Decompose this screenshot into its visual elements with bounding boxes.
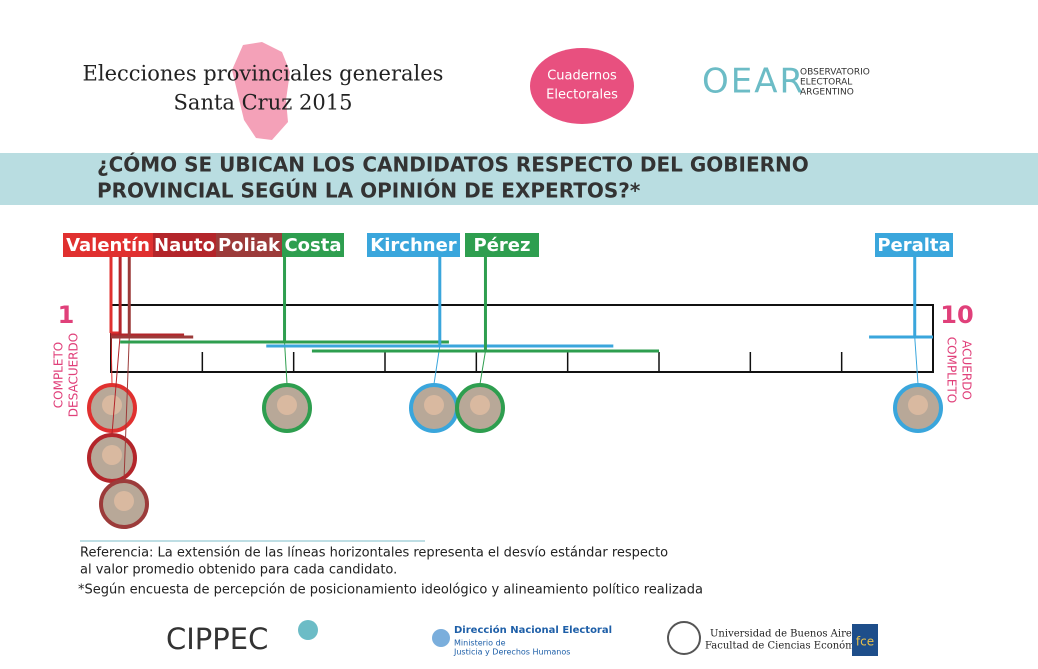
logo-sub: ARGENTINO	[800, 88, 854, 98]
chart-title: ¿CÓMO SE UBICAN LOS CANDIDATOS RESPECTO …	[97, 153, 809, 177]
candidate-label-box	[282, 233, 344, 257]
photo-face	[424, 395, 444, 415]
photo-face	[102, 395, 122, 415]
chart-title: PROVINCIAL SEGÚN LA OPINIÓN DE EXPERTOS?…	[97, 179, 641, 203]
scale-end-label: 1	[58, 301, 75, 329]
logo-icon	[432, 629, 450, 647]
photo-face	[102, 445, 122, 465]
badge	[530, 48, 634, 124]
candidate-label: Poliak	[218, 235, 281, 256]
photo-connector	[479, 350, 486, 385]
badge-text: Cuadernos	[547, 69, 617, 84]
photo-connector	[123, 336, 130, 481]
scale-side-label: DESACUERDO	[67, 333, 81, 417]
logo-cippec: CIPPEC	[166, 622, 268, 656]
candidate-label: Peralta	[877, 235, 950, 256]
logo-uba: Universidad de Buenos Aires	[710, 629, 857, 640]
footnote: *Según encuesta de percepción de posicio…	[78, 583, 703, 598]
candidate-label-box	[216, 233, 282, 257]
header-title: Santa Cruz 2015	[174, 91, 353, 115]
scale-side-label: ACUERDO	[960, 340, 974, 400]
logo-fce: fce	[856, 635, 874, 649]
candidate-label: Valentín	[66, 235, 150, 256]
photo-connector	[111, 334, 121, 435]
logo-dne: Dirección Nacional Electoral	[454, 624, 612, 636]
logo-uba: Facultad de Ciencias Económicas	[705, 641, 875, 652]
logo-seal	[667, 621, 701, 655]
logo-sub: ELECTORAL	[800, 78, 852, 88]
photo-face	[470, 395, 490, 415]
badge-text: Electorales	[546, 88, 618, 103]
reference-text: Referencia: La extensión de las líneas h…	[80, 546, 668, 561]
scale-box	[110, 304, 934, 373]
logo-dne: Justicia y Derechos Humanos	[453, 648, 570, 657]
candidate-label: Kirchner	[370, 235, 457, 256]
logo-dne: Ministerio de	[454, 639, 506, 648]
candidate-label-box	[875, 233, 953, 257]
candidate-label-box	[63, 233, 153, 257]
candidate-label-box	[367, 233, 460, 257]
photo-connector	[914, 336, 919, 385]
candidate-label: Costa	[284, 235, 341, 256]
scale-end-label: 10	[940, 301, 973, 329]
logo-sub: OBSERVATORIO	[800, 68, 870, 78]
logo-fce-box	[852, 624, 878, 656]
header-title: Elecciones provinciales generales	[83, 62, 444, 86]
scale-side-label: COMPLETO	[945, 337, 959, 403]
photo-face	[114, 491, 134, 511]
logo-badge	[298, 620, 318, 640]
photo-face	[277, 395, 297, 415]
photo-connector	[110, 332, 113, 385]
candidate-label: Nauto	[154, 235, 215, 256]
candidate-label-box	[465, 233, 539, 257]
scale-side-label: COMPLETO	[52, 342, 66, 408]
logo: OEAR	[702, 62, 805, 102]
photo-connector	[284, 341, 288, 385]
title-band	[0, 153, 1038, 205]
photo-face	[908, 395, 928, 415]
candidate-label-box	[153, 233, 216, 257]
reference-text: al valor promedio obtenido para cada can…	[80, 563, 397, 578]
candidate-label: Pérez	[474, 235, 531, 256]
map-shape	[232, 42, 290, 140]
